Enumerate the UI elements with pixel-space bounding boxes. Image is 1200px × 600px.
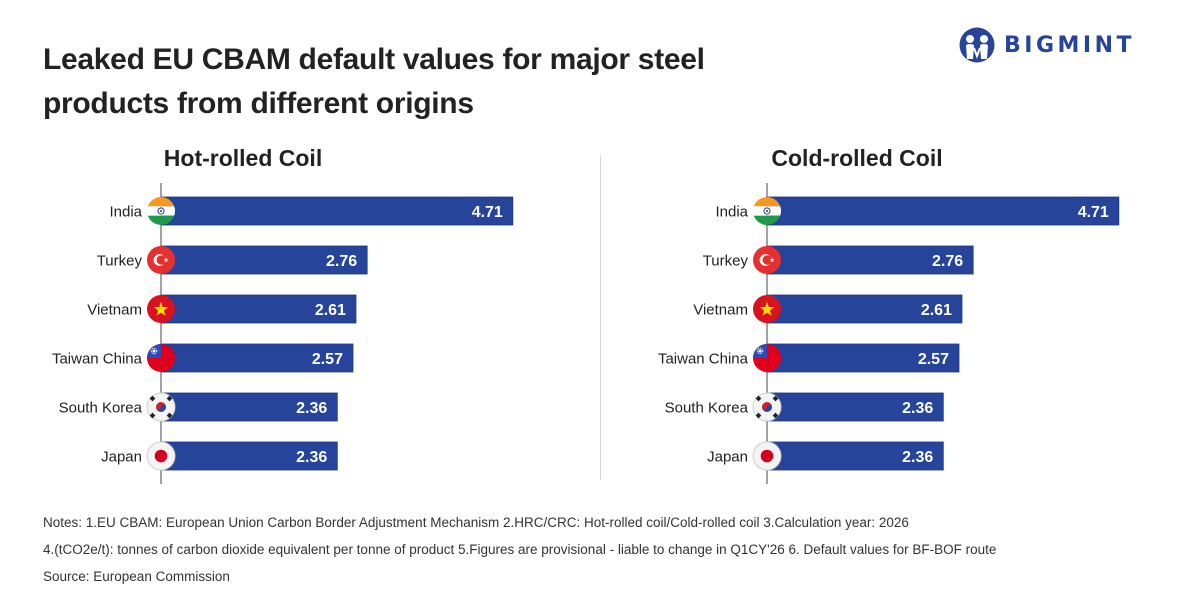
turkey-flag-icon: [753, 246, 781, 274]
india-flag-icon: [147, 197, 175, 225]
chart-divider: [600, 155, 601, 480]
bar-row: 2.61 Vietnam: [87, 294, 357, 324]
chart-crc: Cold-rolled Coil 4.71 India 2.76 Turkey 2.61 V…: [658, 145, 1120, 484]
category-label: Turkey: [97, 253, 143, 270]
bar-row: 4.71 India: [109, 196, 514, 226]
bar-value-label: 2.61: [921, 302, 952, 319]
bar: [766, 392, 944, 422]
category-label: South Korea: [59, 400, 143, 417]
bar-value-label: 2.57: [312, 351, 343, 368]
bar: [766, 441, 944, 471]
south-korea-flag-icon: [146, 392, 176, 422]
bigmint-logo: BIGMINT: [958, 26, 1135, 64]
bar-row: 2.76 Turkey: [97, 245, 368, 275]
bar-row: 2.36 South Korea: [665, 392, 944, 422]
taiwan-flag-icon: [147, 344, 175, 372]
south-korea-flag-icon: [752, 392, 782, 422]
category-label: Taiwan China: [658, 351, 749, 368]
bar: [766, 245, 974, 275]
source-line: Source: European Commission: [43, 569, 230, 584]
notes-line-1: Notes: 1.EU CBAM: European Union Carbon …: [43, 515, 909, 530]
title-line-1: Leaked EU CBAM default values for major …: [43, 43, 705, 76]
bar: [160, 441, 338, 471]
bigmint-logo-icon: [959, 27, 995, 63]
turkey-flag-icon: [147, 246, 175, 274]
category-label: Japan: [101, 449, 142, 466]
bar-row: 4.71 India: [715, 196, 1120, 226]
notes-section: Notes: 1.EU CBAM: European Union Carbon …: [43, 509, 996, 590]
japan-flag-icon: [752, 441, 782, 471]
bar: [160, 392, 338, 422]
japan-flag-icon: [146, 441, 176, 471]
title-line-2: products from different origins: [43, 87, 474, 120]
category-label: Japan: [707, 449, 748, 466]
category-label: India: [109, 204, 142, 221]
notes-line-2: 4.(tCO2e/t): tonnes of carbon dioxide eq…: [43, 542, 997, 557]
bar-row: 2.57 Taiwan China: [52, 343, 354, 373]
bar: [160, 245, 368, 275]
bar-value-label: 2.57: [918, 351, 949, 368]
bar-row: 2.36 South Korea: [59, 392, 338, 422]
bar-value-label: 2.76: [932, 253, 963, 270]
bar-value-label: 2.61: [315, 302, 346, 319]
bar-row: 2.36 Japan: [707, 441, 944, 471]
india-flag-icon: [753, 197, 781, 225]
bar-value-label: 2.36: [902, 449, 933, 466]
chart-hrc-title: Hot-rolled Coil: [164, 145, 322, 171]
bar-value-label: 2.36: [296, 400, 327, 417]
category-label: South Korea: [665, 400, 749, 417]
bar: [766, 294, 963, 324]
category-label: Turkey: [703, 253, 749, 270]
logo-text: BIGMINT: [1004, 32, 1136, 58]
bar-value-label: 4.71: [1078, 204, 1109, 221]
category-label: Taiwan China: [52, 351, 143, 368]
bar-row: 2.61 Vietnam: [693, 294, 963, 324]
category-label: Vietnam: [87, 302, 142, 319]
vietnam-flag-icon: [147, 295, 175, 323]
category-label: India: [715, 204, 748, 221]
chart-crc-title: Cold-rolled Coil: [771, 145, 942, 171]
category-label: Vietnam: [693, 302, 748, 319]
chart-hrc: Hot-rolled Coil 4.71 India 2.76 Turkey 2.61 Vi…: [52, 145, 514, 484]
taiwan-flag-icon: [753, 344, 781, 372]
bar-row: 2.36 Japan: [101, 441, 338, 471]
bar: [766, 196, 1120, 226]
bar-value-label: 2.36: [902, 400, 933, 417]
bar-row: 2.76 Turkey: [703, 245, 974, 275]
bar: [766, 343, 960, 373]
vietnam-flag-icon: [753, 295, 781, 323]
bar-value-label: 4.71: [472, 204, 503, 221]
bar: [160, 196, 514, 226]
page-title: Leaked EU CBAM default values for major …: [43, 38, 803, 126]
bar-value-label: 2.76: [326, 253, 357, 270]
bar-value-label: 2.36: [296, 449, 327, 466]
bar-row: 2.57 Taiwan China: [658, 343, 960, 373]
